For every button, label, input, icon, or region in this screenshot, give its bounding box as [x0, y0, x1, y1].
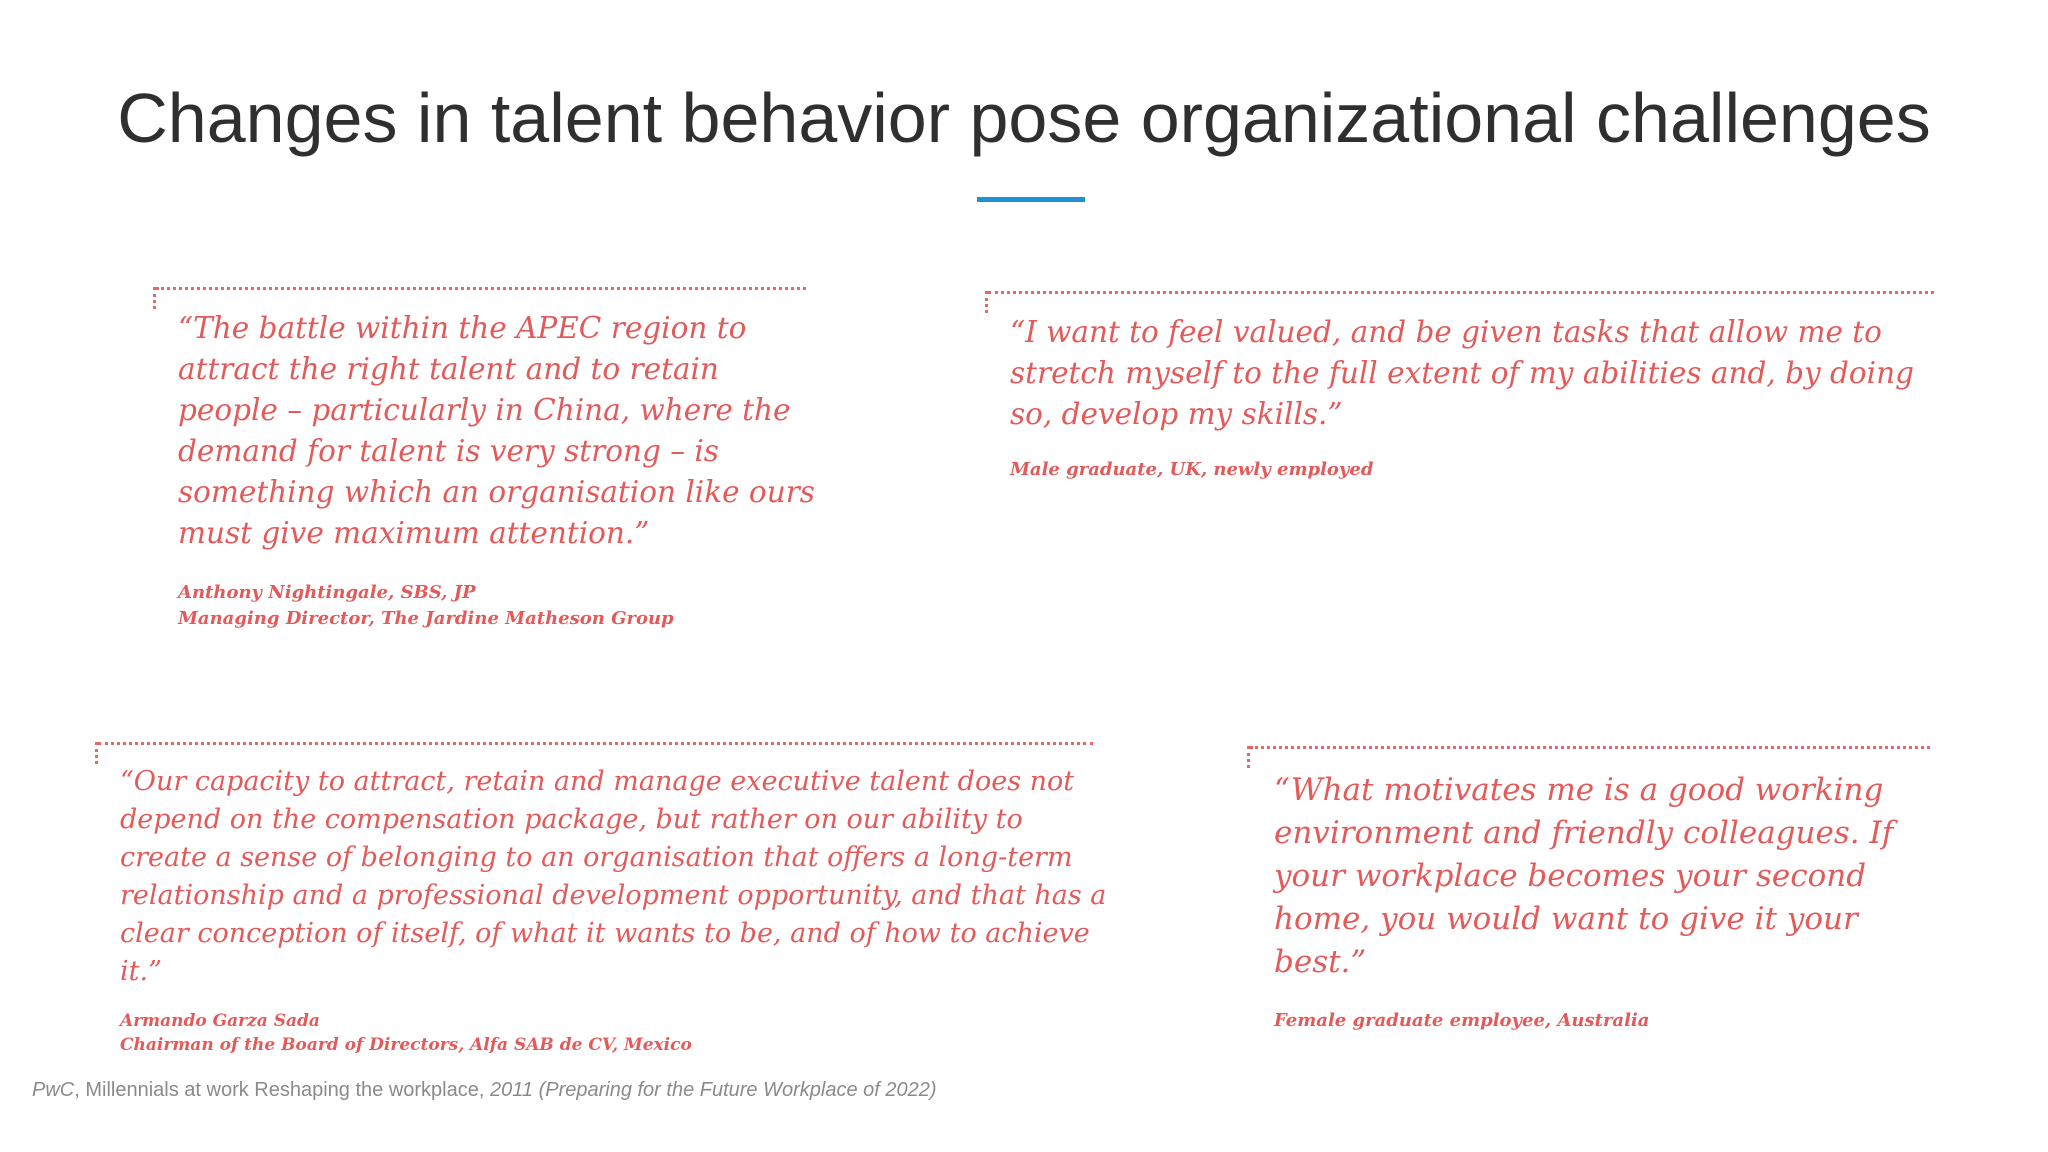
quote-text: “Our capacity to attract, retain and man…	[120, 766, 1107, 987]
attribution-name: Male graduate, UK, newly employed	[1010, 459, 1374, 480]
title-accent-rule	[977, 197, 1085, 202]
attribution-name: Armando Garza Sada	[120, 1011, 320, 1031]
quote-text: “I want to feel valued, and be given tas…	[1010, 315, 1914, 431]
source-year: 2011 (Preparing for the Future Workplace…	[490, 1079, 937, 1101]
source-publisher: PwC	[32, 1079, 75, 1101]
quote-attribution: Anthony Nightingale, SBS, JP Managing Di…	[156, 554, 806, 632]
quote-text: “What motivates me is a good working env…	[1274, 772, 1894, 980]
source-citation: PwC, Millennials at work Reshaping the w…	[32, 1079, 937, 1102]
attribution-name: Female graduate employee, Australia	[1274, 1010, 1650, 1031]
quote-block-nightingale: “The battle within the APEC region to at…	[153, 287, 815, 632]
quote-attribution: Female graduate employee, Australia	[1250, 984, 1930, 1034]
quote-block-garza-sada: “Our capacity to attract, retain and man…	[95, 742, 1106, 1057]
source-title: , Millennials at work Reshaping the work…	[74, 1079, 490, 1101]
slide-title: Changes in talent behavior pose organiza…	[117, 79, 1931, 157]
quote-attribution: Male graduate, UK, newly employed	[988, 435, 1934, 483]
quote-block-female-graduate: “What motivates me is a good working env…	[1247, 746, 1930, 1034]
attribution-name: Anthony Nightingale, SBS, JP	[178, 582, 476, 603]
quote-block-male-graduate: “I want to feel valued, and be given tas…	[985, 291, 1934, 483]
attribution-role: Chairman of the Board of Directors, Alfa…	[120, 1035, 692, 1055]
attribution-role: Managing Director, The Jardine Matheson …	[178, 608, 674, 629]
quote-text: “The battle within the APEC region to at…	[178, 311, 815, 550]
quote-attribution: Armando Garza Sada Chairman of the Board…	[98, 991, 1093, 1057]
